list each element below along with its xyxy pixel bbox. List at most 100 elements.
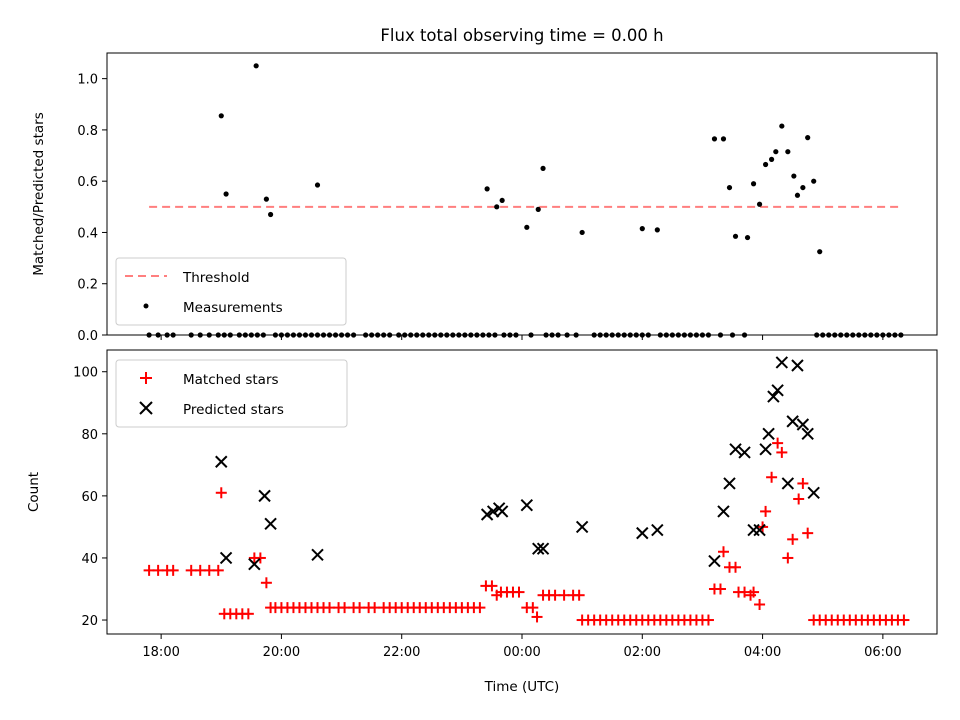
matched-star-point <box>531 611 543 623</box>
predicted-star-point <box>520 498 534 512</box>
matched-star-point <box>486 580 498 592</box>
predicted-star-point <box>781 477 795 490</box>
top-plot-frame <box>106 52 938 336</box>
predicted-star-stroke <box>796 418 810 431</box>
predicted-star-stroke <box>536 542 550 555</box>
matched-star-point <box>787 533 799 545</box>
predicted-star-point <box>801 427 814 441</box>
predicted-star-point <box>651 523 664 537</box>
measurement-point <box>791 173 797 179</box>
bottom-legend: Matched stars Predicted stars <box>115 359 348 428</box>
predicted-star-stroke <box>480 508 494 521</box>
matched-star-point <box>573 589 585 601</box>
top-y-tick-label: 0.6 <box>77 175 98 190</box>
top-y-ticks: 0.0 0.2 0.4 0.6 0.8 1.0 <box>77 73 107 344</box>
bottom-legend-box <box>115 359 348 428</box>
predicted-star-stroke <box>762 427 775 441</box>
top-legend: Threshold Measurements <box>115 257 347 326</box>
matched-star-point <box>474 602 486 614</box>
top-panel: Flux total observing time = 0.00 h 0.00.… <box>31 26 938 344</box>
predicted-star-stroke <box>708 554 721 568</box>
measurement-point <box>785 149 791 155</box>
matched-star-point <box>215 487 227 499</box>
predicted-star-stroke <box>219 551 233 565</box>
bottom-y-tick-label: 80 <box>81 428 98 443</box>
predicted-star-point <box>717 505 730 518</box>
matched-star-point <box>527 602 539 614</box>
bottom-x-tick-label: 04:00 <box>744 645 781 660</box>
matched-star-point <box>782 552 794 564</box>
bottom-y-ticks: 20 40 60 80 100 <box>73 366 107 629</box>
x-axis-label: Time (UTC) <box>484 679 560 695</box>
matched-star-point <box>766 471 778 483</box>
legend-measurements-label: Measurements <box>183 300 283 316</box>
predicted-star-stroke <box>738 446 751 459</box>
measurement-point <box>750 181 757 187</box>
measurement-point <box>744 234 751 241</box>
predicted-star-stroke <box>786 415 799 428</box>
matched-star-point <box>760 505 772 517</box>
predicted-star-stroke <box>636 526 649 540</box>
predicted-star-point <box>738 446 751 459</box>
measurement-point <box>484 186 490 192</box>
measurement-point <box>794 192 801 198</box>
measurement-point <box>762 161 769 168</box>
matched-star-point <box>260 577 272 589</box>
predicted-star-point <box>636 526 649 540</box>
matched-star-point <box>748 586 760 598</box>
predicted-star-stroke <box>264 517 277 531</box>
bottom-y-tick-label: 60 <box>81 490 98 505</box>
measurement-point <box>253 63 259 69</box>
bottom-panel: 20 40 60 80 100 18:00 20:00 22:00 00:00 02:00 04:… <box>26 349 938 695</box>
measurement-point <box>267 211 274 218</box>
predicted-star-point <box>532 542 545 555</box>
predicted-star-stroke <box>495 505 509 518</box>
predicted-star-point <box>747 523 760 537</box>
top-x-ticks <box>160 335 884 340</box>
matched-star-point <box>242 608 254 620</box>
predicted-star-stroke <box>486 505 500 518</box>
measurement-point <box>779 123 785 129</box>
matched-star-point <box>212 564 224 576</box>
bottom-x-tick-label: 00:00 <box>503 645 540 660</box>
matched-star-point <box>717 546 729 558</box>
matched-star-point <box>802 527 814 539</box>
predicted-star-point <box>786 415 799 428</box>
chart-title: Flux total observing time = 0.00 h <box>380 26 663 45</box>
predicted-star-point <box>215 455 228 468</box>
predicted-star-stroke <box>723 477 736 490</box>
predicted-star-point <box>311 548 324 562</box>
predicted-star-stroke <box>258 489 271 503</box>
predicted-star-point <box>807 486 820 499</box>
predicted-star-point <box>708 554 721 568</box>
bottom-x-tick-label: 22:00 <box>383 645 420 660</box>
bottom-y-axis-label: Count <box>26 472 42 512</box>
measurement-point <box>223 191 229 197</box>
measurement-point <box>805 135 811 141</box>
predicted-star-stroke <box>311 548 324 562</box>
predicted-star-point <box>762 427 775 441</box>
predicted-star-point <box>729 443 742 456</box>
measurement-point <box>218 113 224 119</box>
predicted-star-point <box>791 359 804 372</box>
legend-matched-swatch <box>140 372 152 384</box>
matched-star-point <box>776 446 788 458</box>
predicted-star-point <box>796 418 810 431</box>
bottom-x-tick-label: 20:00 <box>263 645 300 660</box>
measurement-point <box>811 178 817 184</box>
measurement-point <box>817 249 823 255</box>
predicted-star-point <box>536 542 550 555</box>
bottom-plot-frame <box>106 349 938 635</box>
predicted-star-stroke <box>781 477 795 490</box>
legend-predicted-label: Predicted stars <box>183 402 284 418</box>
predicted-star-stroke <box>775 356 789 369</box>
predicted-star-stroke <box>532 542 545 555</box>
matched-star-point <box>898 614 910 626</box>
measurement-point <box>579 229 585 236</box>
predicted-star-point <box>723 477 736 490</box>
predicted-star-point <box>575 520 589 534</box>
predicted-star-stroke <box>767 390 780 403</box>
matched-star-point <box>714 583 726 595</box>
predicted-star-stroke <box>575 520 589 534</box>
